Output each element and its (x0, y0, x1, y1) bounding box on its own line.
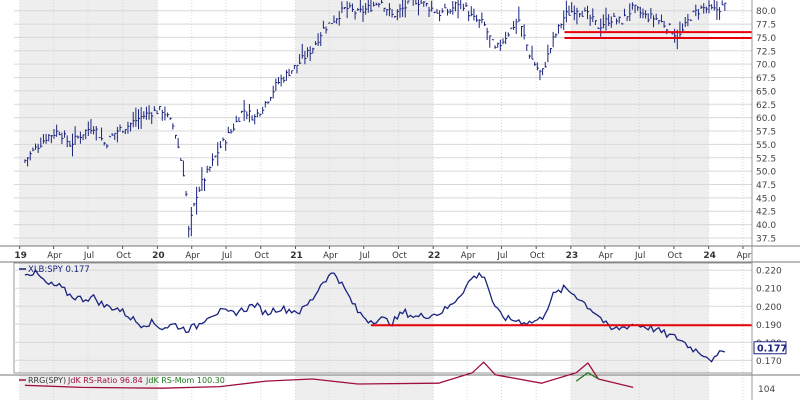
ratio-legend: XLB:SPY 0.177 (28, 265, 90, 275)
price-y-tick-label: 62.5 (756, 101, 776, 111)
rrg-legend-item: JdK RS-Mom 100.30 (145, 376, 225, 385)
x-tick-label: Jul (359, 251, 370, 261)
price-y-tick-label: 57.5 (756, 128, 776, 138)
x-tick-label: Oct (530, 251, 545, 261)
x-axis-band (0, 246, 800, 262)
x-tick-label: Apr (461, 251, 476, 261)
x-tick-label: Apr (185, 251, 200, 261)
price-y-tick-label: 52.5 (756, 154, 776, 164)
x-tick-label: 20 (152, 251, 165, 261)
ratio-y-tick-label: 0.200 (756, 303, 782, 313)
price-y-tick-label: 60.0 (756, 114, 776, 124)
x-tick-label: 24 (703, 251, 716, 261)
price-y-tick-label: 80.0 (756, 7, 776, 17)
x-tick-label: Oct (668, 251, 683, 261)
ratio-y-tick-label: 0.220 (756, 267, 782, 277)
x-tick-label: Jul (83, 251, 94, 261)
ratio-y-tick-label: 0.170 (756, 357, 782, 367)
price-y-tick-label: 77.5 (756, 21, 776, 31)
rrg-series-line (24, 361, 634, 389)
year-shade-band (570, 375, 709, 400)
x-tick-label: 23 (566, 251, 579, 261)
price-y-tick-label: 72.5 (756, 47, 776, 57)
price-y-tick-label: 37.5 (756, 234, 776, 244)
rrg-y-tick-label: 104 (758, 385, 775, 395)
price-y-tick-label: 70.0 (756, 61, 776, 71)
x-tick-label: Apr (47, 251, 62, 261)
x-tick-label: Jul (634, 251, 645, 261)
price-y-tick-label: 55.0 (756, 141, 776, 151)
year-shade-band (570, 263, 709, 373)
x-tick-label: Oct (392, 251, 407, 261)
year-shade-band (570, 0, 709, 246)
year-shade-band (295, 0, 434, 246)
ratio-last-value: 0.177 (757, 343, 787, 354)
x-tick-label: 19 (14, 251, 27, 261)
x-tick-label: Jul (496, 251, 507, 261)
year-shade-band (295, 375, 434, 400)
price-y-tick-label: 67.5 (756, 74, 776, 84)
rrg-legend-item: JdK RS-Ratio 96.84 (67, 376, 143, 385)
ratio-y-tick-label: 0.210 (756, 285, 782, 295)
rrg-legend-item: RRG(SPY) (28, 376, 66, 385)
x-tick-label: Apr (323, 251, 338, 261)
ratio-line (24, 268, 726, 363)
rrg-series-line (575, 372, 599, 382)
price-y-tick-label: 40.0 (756, 221, 776, 231)
ratio-y-tick-label: 0.190 (756, 321, 782, 331)
price-y-tick-label: 42.5 (756, 208, 776, 218)
x-tick-label: Apr (737, 251, 752, 261)
x-tick-label: Apr (598, 251, 613, 261)
price-y-tick-label: 50.0 (756, 168, 776, 178)
price-y-tick-label: 65.0 (756, 87, 776, 97)
x-tick-label: Jul (221, 251, 232, 261)
x-tick-label: Oct (116, 251, 131, 261)
price-y-tick-label: 45.0 (756, 194, 776, 204)
ratio-last-value-box (753, 341, 787, 355)
price-y-tick-label: 75.0 (756, 34, 776, 44)
x-tick-label: Oct (254, 251, 269, 261)
price-bars (24, 0, 727, 238)
x-tick-label: 22 (428, 251, 441, 261)
price-y-tick-label: 47.5 (756, 181, 776, 191)
x-tick-label: 21 (290, 251, 303, 261)
year-shade-band (19, 263, 158, 373)
